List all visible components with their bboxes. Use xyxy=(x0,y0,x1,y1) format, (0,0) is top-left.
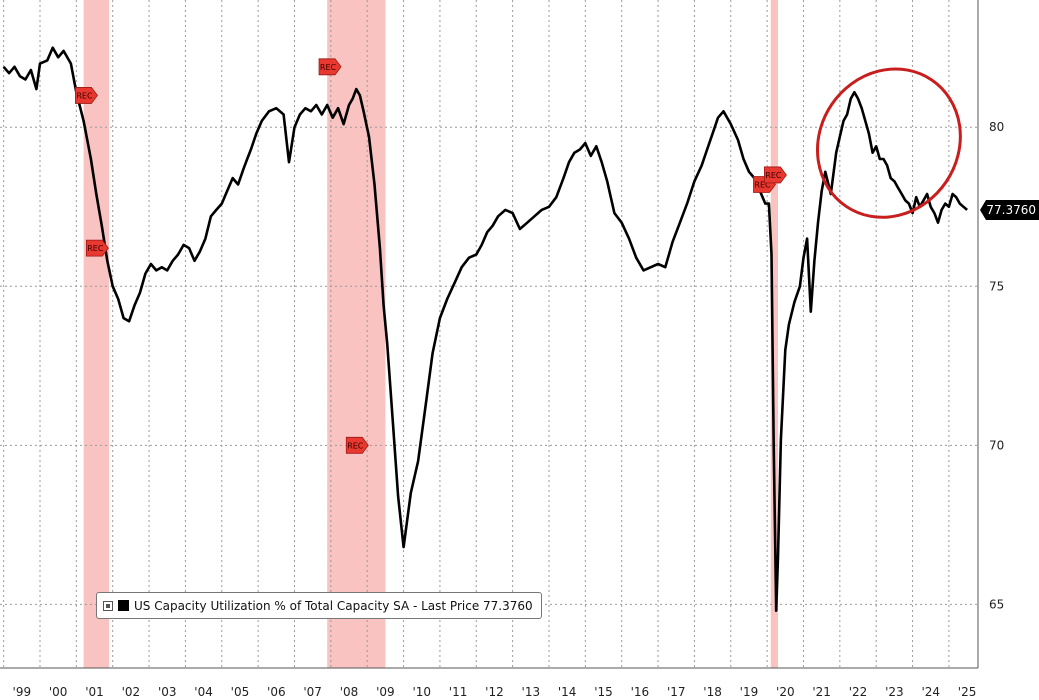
last-price-value: 77.3760 xyxy=(986,203,1036,217)
x-tick-label: '08 xyxy=(340,685,359,699)
x-tick-label: '20 xyxy=(776,685,795,699)
rec-marker-label: REC xyxy=(754,180,771,189)
rec-flag-shape xyxy=(75,87,98,104)
legend-swatch xyxy=(118,600,129,611)
rec-flag-shape xyxy=(318,58,342,76)
series-line-0 xyxy=(2,46,968,613)
x-tick-label: '07 xyxy=(303,685,322,699)
recession-band-0 xyxy=(83,0,110,668)
rec-marker-1: REC xyxy=(85,239,109,257)
x-tick-label: '01 xyxy=(85,685,104,699)
y-tick-label: 75 xyxy=(989,279,1004,293)
x-tick-label: '09 xyxy=(376,685,395,699)
series-line-layer xyxy=(2,46,968,613)
x-tick-label: '11 xyxy=(449,685,468,699)
rec-flag-shape xyxy=(85,239,109,257)
x-tick-label: '03 xyxy=(158,685,177,699)
last-price-tag-bg xyxy=(980,199,1039,220)
rec-marker-label: REC xyxy=(765,171,782,180)
x-tick-label: '23 xyxy=(885,685,904,699)
recession-band-2 xyxy=(770,0,779,668)
chart-legend[interactable]: US Capacity Utilization % of Total Capac… xyxy=(96,592,542,619)
x-tick-label: '10 xyxy=(412,685,431,699)
gridlines xyxy=(0,0,978,668)
rec-marker-2: REC xyxy=(318,58,342,76)
x-tick-label: '14 xyxy=(558,685,577,699)
x-tick-label: '15 xyxy=(594,685,613,699)
x-tick-label: '17 xyxy=(667,685,686,699)
x-tick-label: '05 xyxy=(231,685,250,699)
legend-toggle-icon[interactable] xyxy=(103,600,113,611)
x-tick-label: '25 xyxy=(958,685,977,699)
rec-marker-3: REC xyxy=(345,436,369,454)
recession-shading xyxy=(83,0,779,668)
x-tick-label: '19 xyxy=(740,685,759,699)
rec-marker-label: REC xyxy=(347,441,364,450)
y-tick-label: 80 xyxy=(989,120,1004,134)
rec-marker-0: REC xyxy=(75,87,98,104)
rec-flag-shape xyxy=(345,436,369,454)
x-tick-label: '00 xyxy=(49,685,68,699)
x-tick-label: '12 xyxy=(485,685,504,699)
x-tick-label: '13 xyxy=(522,685,541,699)
highlight-ellipse xyxy=(815,67,962,219)
x-tick-label: '21 xyxy=(812,685,831,699)
x-tick-label: '06 xyxy=(267,685,286,699)
y-tick-label: 70 xyxy=(989,438,1004,452)
legend-label: US Capacity Utilization % of Total Capac… xyxy=(134,598,533,613)
x-tick-label: '02 xyxy=(122,685,141,699)
rec-marker-label: REC xyxy=(87,244,104,253)
x-tick-label: '22 xyxy=(849,685,868,699)
x-tick-label: '04 xyxy=(194,685,213,699)
y-tick-label: 65 xyxy=(989,597,1004,611)
rec-marker-5: REC xyxy=(764,166,787,184)
x-tick-label: '18 xyxy=(703,685,722,699)
recession-band-1 xyxy=(327,0,386,668)
rec-marker-label: REC xyxy=(76,91,93,100)
rec-flag-shape xyxy=(764,166,787,184)
rec-marker-label: REC xyxy=(320,63,337,72)
x-tick-label: '24 xyxy=(921,685,940,699)
x-tick-label: '99 xyxy=(13,685,32,699)
last-price-tag: 77.3760 xyxy=(980,199,1039,220)
x-tick-label: '16 xyxy=(631,685,650,699)
